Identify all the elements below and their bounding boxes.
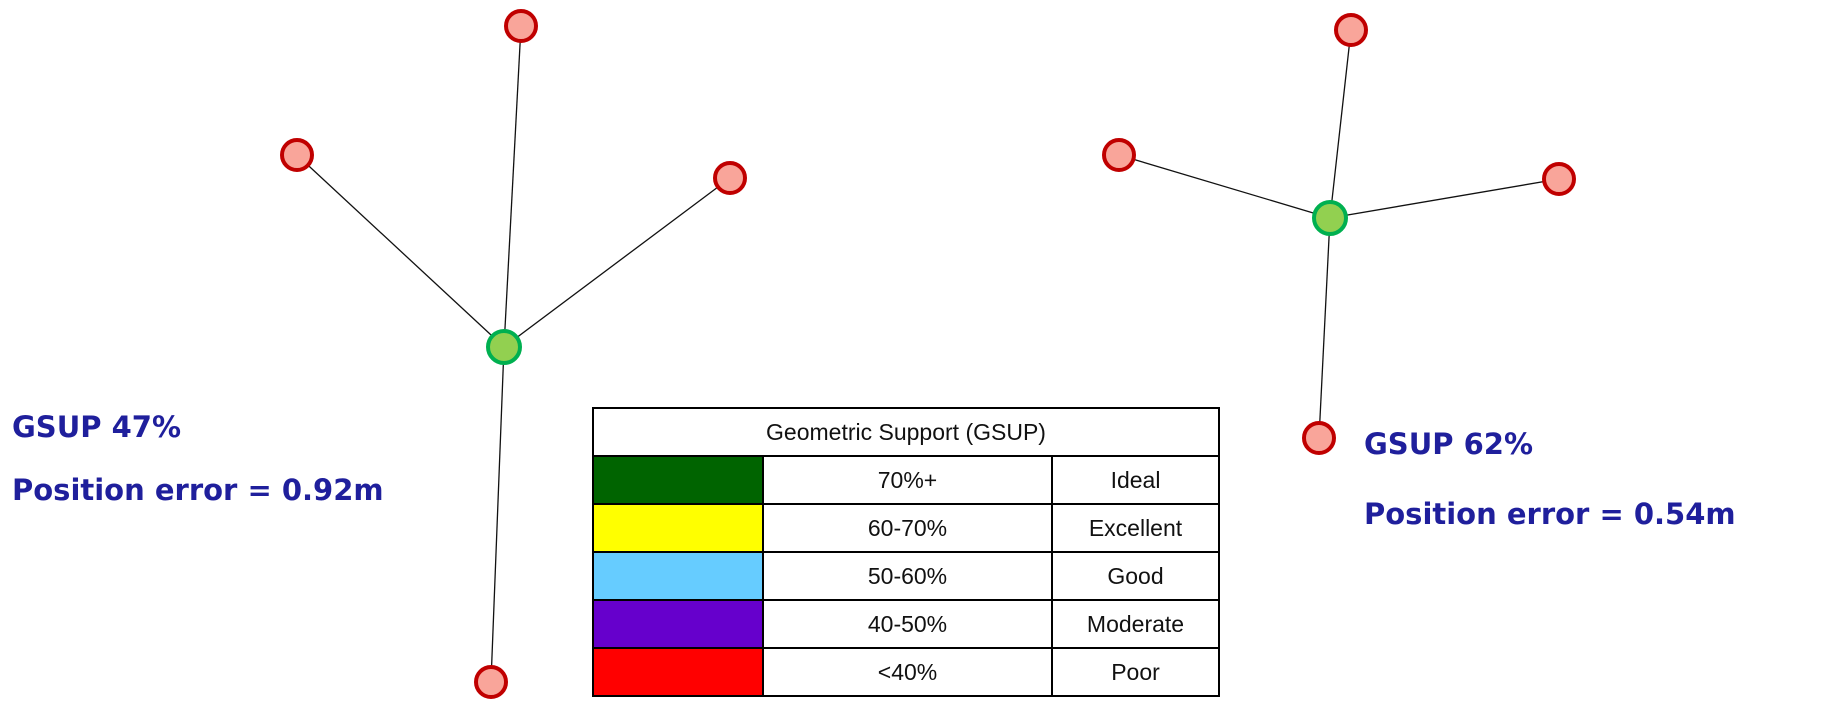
- edge: [1318, 217, 1331, 439]
- table-row: 40-50% Moderate: [592, 599, 1220, 649]
- anchor-node: [1334, 13, 1368, 47]
- table-row: 50-60% Good: [592, 551, 1220, 601]
- gsup-label: GSUP 62%: [1364, 427, 1534, 461]
- edge: [296, 154, 505, 348]
- tag-node: [486, 329, 522, 365]
- range-cell: 50-60%: [762, 551, 1053, 601]
- anchor-node: [1542, 162, 1576, 196]
- rating-cell: Good: [1051, 551, 1220, 601]
- range-cell: <40%: [762, 647, 1053, 697]
- color-swatch: [592, 455, 764, 505]
- anchor-node: [713, 161, 747, 195]
- anchor-node: [504, 9, 538, 43]
- tags: [486, 200, 1348, 365]
- tag-node: [1312, 200, 1348, 236]
- table-row: 60-70% Excellent: [592, 503, 1220, 553]
- anchor-node: [1302, 421, 1336, 455]
- range-cell: 70%+: [762, 455, 1053, 505]
- rating-cell: Excellent: [1051, 503, 1220, 553]
- table-title: Geometric Support (GSUP): [592, 407, 1220, 457]
- edge: [490, 346, 505, 683]
- range-cell: 40-50%: [762, 599, 1053, 649]
- edge: [1329, 29, 1352, 219]
- edge: [503, 177, 731, 348]
- edge: [503, 25, 522, 348]
- anchor-node: [280, 138, 314, 172]
- edge: [1329, 178, 1560, 219]
- rating-cell: Moderate: [1051, 599, 1220, 649]
- rating-cell: Poor: [1051, 647, 1220, 697]
- error-label: Position error = 0.92m: [12, 473, 384, 507]
- edges: [296, 25, 1560, 683]
- edge: [1118, 154, 1331, 219]
- gsup-legend-table: Geometric Support (GSUP) 70%+ Ideal 60-70%…: [592, 407, 1220, 697]
- color-swatch: [592, 503, 764, 553]
- anchor-node: [1102, 138, 1136, 172]
- gsup-label: GSUP 47%: [12, 410, 182, 444]
- color-swatch: [592, 647, 764, 697]
- table-row: 70%+ Ideal: [592, 455, 1220, 505]
- range-cell: 60-70%: [762, 503, 1053, 553]
- error-label: Position error = 0.54m: [1364, 497, 1736, 531]
- table-row: <40% Poor: [592, 647, 1220, 697]
- header-row: Geometric Support (GSUP): [592, 407, 1220, 457]
- rating-cell: Ideal: [1051, 455, 1220, 505]
- table-body: Geometric Support (GSUP) 70%+ Ideal 60-70%…: [592, 407, 1220, 697]
- color-swatch: [592, 551, 764, 601]
- anchor-node: [474, 665, 508, 699]
- color-swatch: [592, 599, 764, 649]
- anchors: [280, 9, 1576, 699]
